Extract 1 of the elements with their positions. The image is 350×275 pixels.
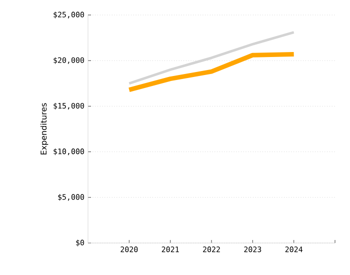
line-series [128,31,296,85]
